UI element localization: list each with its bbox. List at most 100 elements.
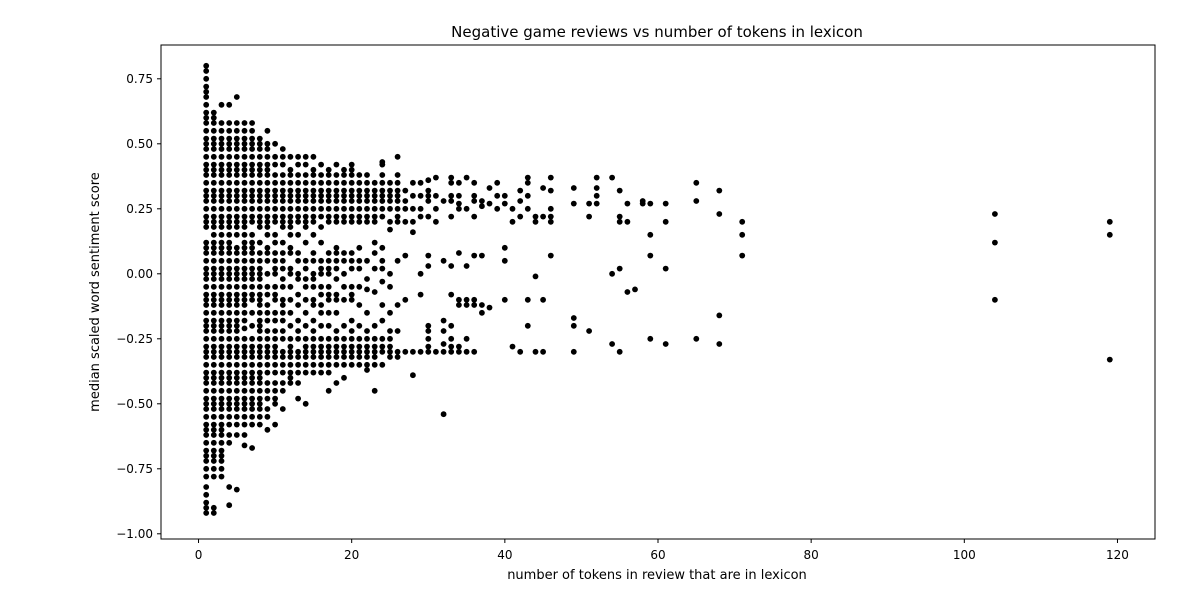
data-point <box>226 421 233 428</box>
data-point <box>210 140 217 147</box>
data-point <box>226 361 233 368</box>
data-point <box>249 276 256 282</box>
data-point <box>249 296 256 303</box>
data-point <box>348 179 355 186</box>
data-point <box>218 343 225 350</box>
data-point <box>356 179 363 186</box>
data-point <box>203 361 210 368</box>
data-point <box>279 153 286 160</box>
data-point <box>302 343 309 350</box>
data-point <box>302 322 309 329</box>
data-point <box>402 187 409 194</box>
data-point <box>210 465 217 472</box>
data-point <box>249 166 256 173</box>
data-point <box>425 343 432 350</box>
data-point <box>295 231 301 238</box>
data-point <box>348 192 355 199</box>
data-point <box>203 192 210 199</box>
data-point <box>356 192 363 199</box>
data-point <box>249 343 256 350</box>
data-point <box>203 75 210 82</box>
data-point <box>356 244 363 251</box>
data-point <box>249 192 256 199</box>
data-point <box>249 406 256 412</box>
data-point <box>318 302 324 308</box>
data-point <box>341 343 347 350</box>
data-point <box>203 484 210 490</box>
data-point <box>517 213 524 220</box>
data-point <box>218 291 225 298</box>
data-point <box>302 187 309 194</box>
data-point <box>295 291 301 298</box>
data-point <box>249 161 256 168</box>
data-point <box>593 185 600 191</box>
data-point <box>264 257 271 264</box>
data-point <box>318 291 324 298</box>
data-point <box>364 354 370 360</box>
data-point <box>218 473 225 480</box>
data-point <box>333 276 340 282</box>
data-point <box>272 343 278 350</box>
data-point <box>218 458 225 464</box>
data-point <box>570 322 577 329</box>
data-point <box>302 265 309 272</box>
data-point <box>249 244 256 251</box>
data-point <box>218 283 225 290</box>
data-point <box>609 270 615 277</box>
data-point <box>210 276 217 282</box>
data-point <box>241 354 248 360</box>
data-point <box>233 265 240 272</box>
data-point <box>609 174 615 181</box>
data-point <box>203 198 210 204</box>
data-point <box>333 172 340 178</box>
data-point <box>218 421 225 428</box>
data-point <box>264 146 271 152</box>
data-point <box>203 94 210 100</box>
data-point <box>256 413 263 420</box>
data-point <box>524 205 531 212</box>
data-point <box>624 289 631 295</box>
data-point <box>325 205 332 212</box>
data-point <box>279 213 286 220</box>
data-point <box>241 205 248 212</box>
data-point <box>341 205 347 212</box>
data-point <box>616 187 623 194</box>
data-point <box>218 231 225 238</box>
data-point <box>210 439 217 446</box>
data-point <box>318 224 324 230</box>
data-point <box>203 406 210 412</box>
data-point <box>249 400 256 407</box>
data-point <box>272 317 278 324</box>
data-point <box>233 172 240 178</box>
data-point <box>210 231 217 238</box>
data-point <box>210 406 217 412</box>
data-point <box>463 335 470 342</box>
data-point <box>264 187 271 194</box>
data-point <box>341 179 347 186</box>
data-point <box>279 283 286 290</box>
data-point <box>279 406 286 412</box>
data-point <box>379 192 386 199</box>
data-point <box>249 146 256 152</box>
data-point <box>356 198 363 204</box>
data-point <box>203 135 210 142</box>
data-point <box>295 218 301 225</box>
data-point <box>256 153 263 160</box>
data-point <box>272 348 278 355</box>
data-point <box>241 239 248 246</box>
data-point <box>226 400 233 407</box>
data-point <box>226 135 233 142</box>
data-point <box>264 302 271 308</box>
data-point <box>471 198 478 204</box>
data-point <box>218 400 225 407</box>
y-axis-ticks: −1.00 −0.75 −0.50 −0.25 0.00 0.25 0.50 0.75 <box>116 72 161 541</box>
data-point <box>210 283 217 290</box>
data-point <box>739 218 746 225</box>
data-point <box>241 369 248 376</box>
data-point <box>272 205 278 212</box>
data-point <box>210 317 217 324</box>
data-point <box>333 192 340 199</box>
data-point <box>716 187 723 194</box>
data-point <box>203 283 210 290</box>
data-point <box>364 343 370 350</box>
